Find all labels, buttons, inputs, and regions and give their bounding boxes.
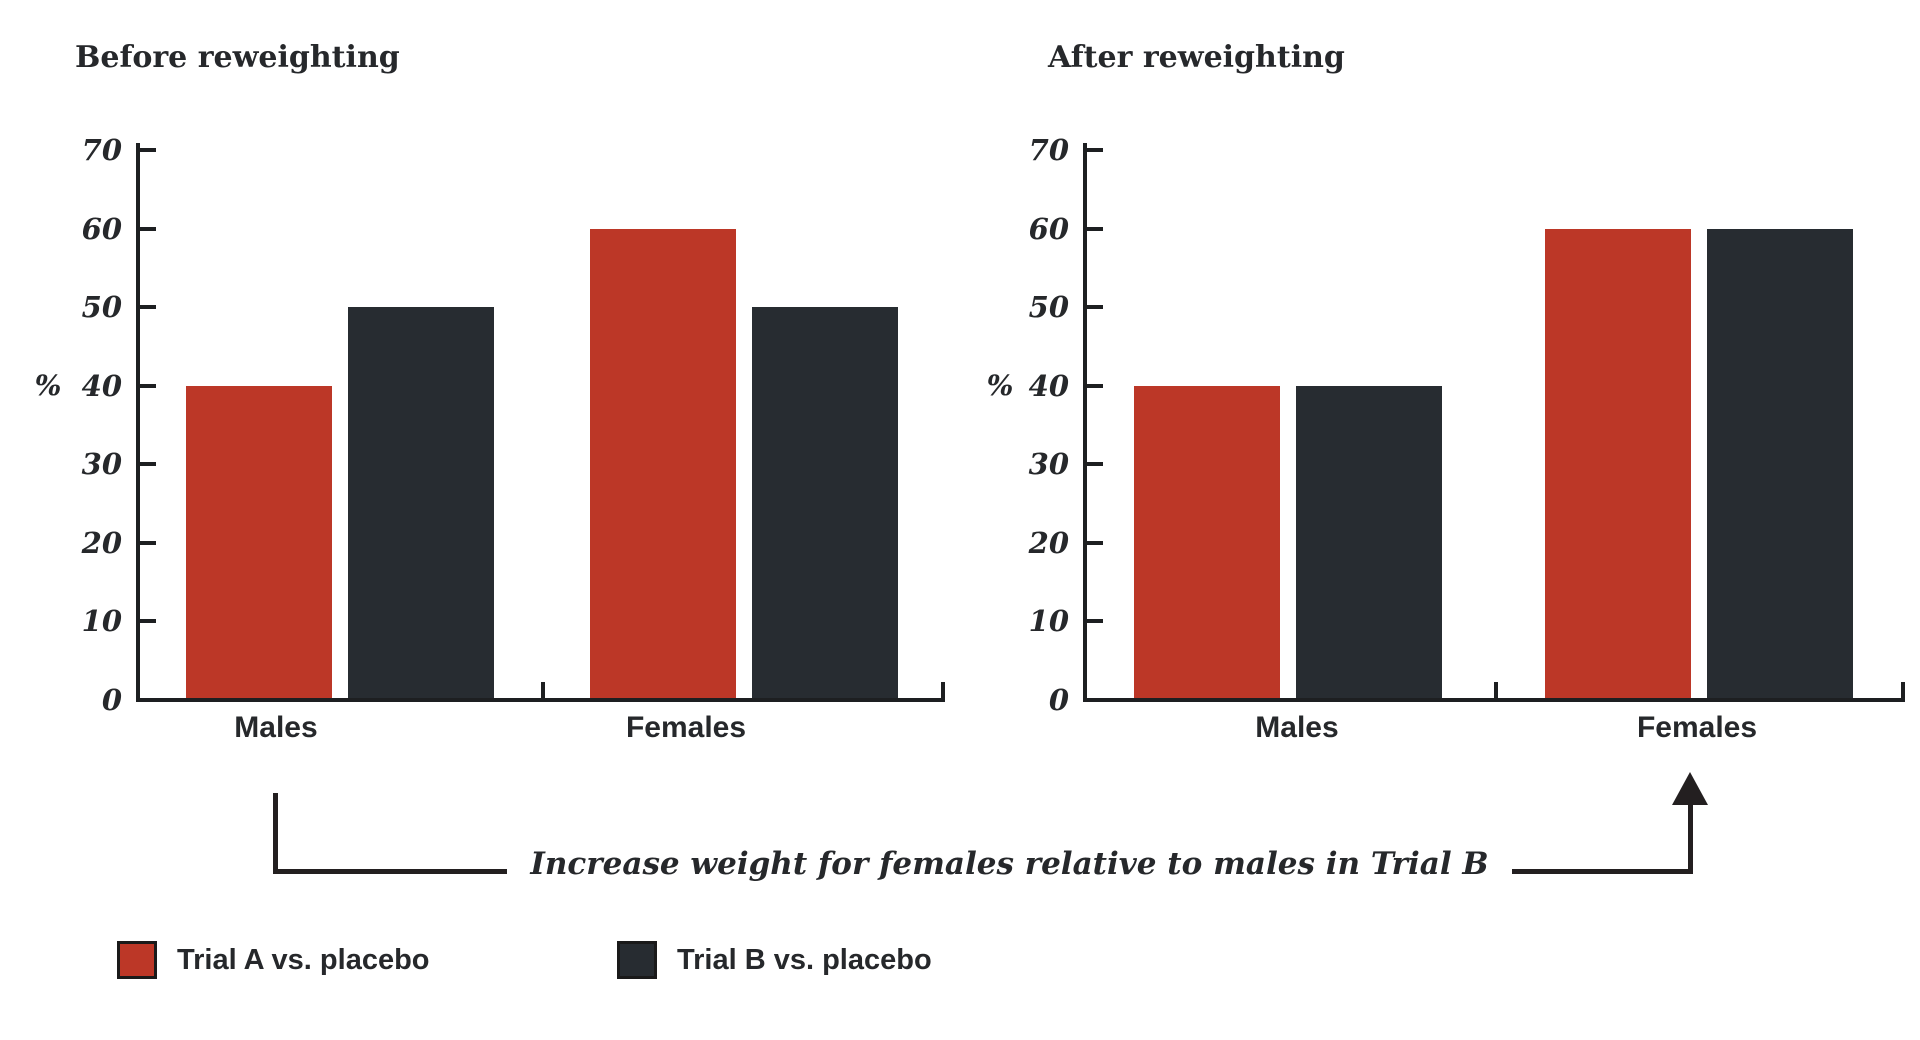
x-axis-line xyxy=(1083,698,1905,702)
bar-trial-a-males xyxy=(1134,385,1280,700)
y-tick-60 xyxy=(1087,226,1103,231)
y-tick-label-20: 20 xyxy=(81,525,122,560)
y-tick-60 xyxy=(140,226,156,231)
annotation-right-bracket-horizontal xyxy=(1512,869,1693,874)
y-tick-label-20: 20 xyxy=(1028,525,1069,560)
y-tick-label-50: 50 xyxy=(81,290,122,325)
y-tick-label-70: 70 xyxy=(1028,133,1069,167)
y-tick-label-50: 50 xyxy=(1028,290,1069,325)
up-arrow-icon xyxy=(1672,772,1708,805)
legend-swatch-trial-a xyxy=(117,941,157,979)
annotation-text: Increase weight for females relative to … xyxy=(530,846,1489,882)
y-tick-label-10: 10 xyxy=(81,604,122,639)
bar-trial-a-females xyxy=(590,228,736,700)
y-tick-label-10: 10 xyxy=(1028,604,1069,639)
y-tick-40 xyxy=(1087,383,1103,388)
chart-after-title: After reweighting xyxy=(1048,40,1345,75)
y-tick-label-60: 60 xyxy=(1028,211,1069,246)
y-tick-label-70: 70 xyxy=(81,133,122,167)
y-tick-70 xyxy=(1087,148,1103,152)
y-tick-label-0: 0 xyxy=(1048,683,1069,717)
bar-trial-a-females xyxy=(1545,228,1691,700)
y-tick-10 xyxy=(140,619,156,624)
annotation-left-bracket-vertical xyxy=(273,793,278,874)
legend-label-trial-a: Trial A vs. placebo xyxy=(177,944,430,976)
y-tick-50 xyxy=(1087,305,1103,310)
bar-trial-b-males xyxy=(348,307,494,700)
legend-label-trial-b: Trial B vs. placebo xyxy=(677,944,932,976)
y-tick-70 xyxy=(140,148,156,152)
y-tick-30 xyxy=(140,462,156,467)
y-tick-50 xyxy=(140,305,156,310)
bar-trial-a-males xyxy=(186,385,332,700)
chart-before-title: Before reweighting xyxy=(75,40,400,75)
annotation-arrow-shaft xyxy=(1688,802,1693,874)
y-tick-label-40: 40 xyxy=(81,368,122,403)
annotation-left-bracket-horizontal xyxy=(273,869,507,874)
y-axis-line xyxy=(1083,143,1087,702)
x-tick-end xyxy=(941,682,945,698)
x-tick-end xyxy=(1901,682,1905,698)
y-tick-label-60: 60 xyxy=(81,211,122,246)
y-tick-30 xyxy=(1087,462,1103,467)
legend-swatch-trial-b xyxy=(617,941,657,979)
y-axis-unit-label: % xyxy=(986,368,1014,402)
y-tick-40 xyxy=(140,383,156,388)
y-tick-label-30: 30 xyxy=(1028,447,1069,482)
x-tick-mid xyxy=(1494,682,1498,698)
x-category-label-males: Males xyxy=(234,711,318,744)
bar-trial-b-females xyxy=(1707,228,1853,700)
x-tick-mid xyxy=(541,682,545,698)
x-axis-line xyxy=(136,698,945,702)
y-tick-10 xyxy=(1087,619,1103,624)
y-tick-label-30: 30 xyxy=(81,447,122,482)
x-category-label-females: Females xyxy=(625,711,747,744)
x-category-label-males: Males xyxy=(1255,711,1339,744)
y-axis-unit-label: % xyxy=(34,368,62,402)
bar-trial-b-males xyxy=(1296,385,1442,700)
y-axis-line xyxy=(136,143,140,702)
bar-trial-b-females xyxy=(752,307,898,700)
chart-after: 0 10 20 30 40 50 60 70% Males Females xyxy=(986,133,1905,744)
y-tick-label-0: 0 xyxy=(101,683,122,717)
chart-before: 0 10 20 30 40 50 60 70% Males Females xyxy=(0,0,960,780)
y-tick-20 xyxy=(140,540,156,545)
y-tick-label-40: 40 xyxy=(1028,368,1069,403)
x-category-label-females: Females xyxy=(1636,711,1758,744)
y-tick-20 xyxy=(1087,540,1103,545)
